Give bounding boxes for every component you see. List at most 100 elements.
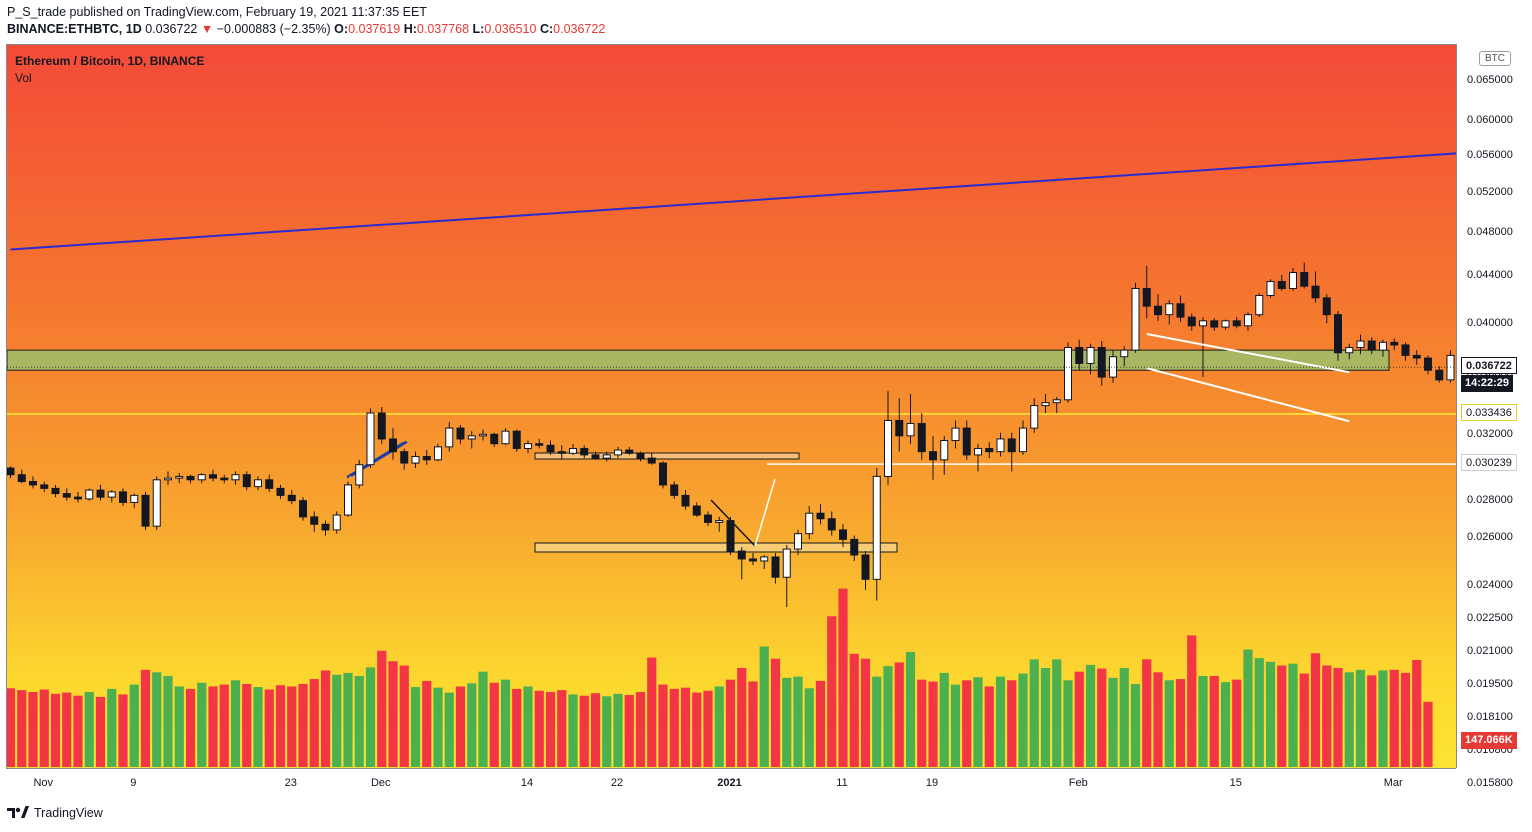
low-label: L:	[472, 22, 485, 36]
time-axis[interactable]: Nov 9 23 Dec 14 22 2021 11 19 Feb 15 Mar	[6, 768, 1456, 795]
candle-up	[524, 443, 532, 449]
candle-up	[974, 447, 982, 456]
volume-bar	[849, 653, 859, 767]
volume-bar	[129, 684, 139, 767]
candle-down	[29, 481, 37, 486]
price-axis[interactable]: BTC 0.065000 0.060000 0.056000 0.052000 0.04…	[1456, 44, 1532, 789]
change-arrow-icon: ▼	[200, 22, 214, 36]
volume-bar	[230, 680, 241, 767]
candle-down	[1311, 285, 1320, 299]
volume-bar	[1378, 670, 1388, 767]
candle-down	[1435, 369, 1444, 381]
candle-down	[692, 505, 701, 516]
candle-up	[906, 423, 915, 437]
volume-bar	[50, 693, 61, 767]
price-axis-tick: 0.018100	[1467, 711, 1513, 723]
candle-down	[1412, 354, 1421, 359]
volume-bar	[1029, 659, 1039, 767]
volume-bar	[714, 686, 724, 767]
candle-up	[107, 491, 116, 498]
flag-right-cap	[402, 441, 408, 444]
candle-down	[377, 412, 386, 440]
volume-bar	[950, 684, 961, 767]
volume-bar	[174, 686, 184, 767]
publish-info: P_S_trade published on TradingView.com, …	[7, 5, 427, 19]
breakout-line	[754, 478, 776, 547]
volume-bar	[1243, 649, 1253, 767]
volume-bar	[680, 687, 691, 767]
candle-down	[580, 447, 589, 456]
volume-bar	[377, 650, 387, 767]
volume-bar	[1412, 659, 1422, 767]
candle-up	[614, 449, 622, 456]
volume-bar	[1130, 683, 1141, 767]
volume-bar	[410, 687, 421, 767]
low-value: 0.036510	[484, 22, 537, 36]
volume-indicator-label[interactable]: Vol	[15, 71, 32, 85]
volume-bar	[984, 686, 994, 767]
volume-bar	[759, 646, 769, 767]
high-value: 0.037768	[416, 22, 470, 36]
candle-down	[636, 452, 645, 459]
volume-bar	[28, 691, 38, 767]
candle-down	[1142, 287, 1151, 307]
chart-canvas[interactable]	[7, 45, 1456, 768]
volume-bar	[1220, 682, 1231, 767]
volume-bar	[737, 667, 747, 767]
volume-bar	[1097, 668, 1107, 767]
volume-bar	[1153, 672, 1163, 767]
volume-bar	[557, 690, 567, 767]
volume-bar	[17, 690, 27, 767]
candle-up	[479, 433, 487, 437]
candle-down	[422, 456, 431, 461]
volume-bar	[545, 691, 556, 767]
volume-bar	[647, 657, 657, 767]
candle-down	[1334, 314, 1342, 354]
volume-bar	[1423, 701, 1433, 767]
volume-bar	[298, 683, 308, 767]
candle-up	[355, 464, 364, 486]
volume-bar	[433, 687, 443, 767]
channel-lower-line	[1146, 367, 1350, 423]
candle-up	[569, 447, 577, 454]
chart-pane[interactable]: Ethereum / Bitcoin, 1D, BINANCE Vol	[6, 44, 1456, 768]
price-axis-tick: 0.021000	[1467, 645, 1513, 657]
candle-down	[929, 451, 937, 461]
volume-bar	[388, 661, 398, 767]
candle-up	[872, 475, 881, 580]
candle-down	[1097, 347, 1106, 378]
time-axis-tick: Nov	[33, 777, 54, 789]
volume-bar	[320, 670, 331, 767]
candle-down	[186, 475, 195, 481]
volume-bar	[84, 691, 94, 767]
volume-bar	[152, 672, 162, 767]
publish-header: P_S_trade published on TradingView.com, …	[0, 0, 1532, 44]
volume-bar	[917, 679, 927, 767]
candle-down	[96, 489, 105, 498]
price-axis-tick: 0.056000	[1467, 148, 1513, 161]
volume-bar	[827, 616, 837, 767]
currency-badge[interactable]: BTC	[1479, 51, 1511, 66]
footer: TradingView	[0, 795, 1532, 832]
candle-down	[1232, 320, 1241, 327]
candle-up	[1255, 294, 1264, 316]
candle-up	[366, 412, 375, 466]
price-axis-tick: 0.022500	[1467, 612, 1513, 624]
open-label: O:	[334, 22, 349, 36]
candle-down	[1401, 344, 1410, 356]
candle-down	[1424, 357, 1432, 371]
candle-down	[242, 474, 251, 488]
candle-down	[7, 467, 15, 476]
volume-bar	[995, 676, 1006, 767]
volume-bar	[39, 689, 49, 767]
candle-down	[1300, 271, 1309, 287]
volume-bar	[140, 669, 151, 767]
candle-down	[850, 538, 859, 556]
volume-bar	[1299, 673, 1309, 767]
candle-down	[647, 457, 656, 464]
candle-down	[62, 493, 71, 498]
candle-up	[1356, 340, 1365, 349]
candle-up	[1289, 271, 1297, 289]
tradingview-logo-icon	[7, 806, 29, 818]
candle-down	[546, 444, 555, 453]
